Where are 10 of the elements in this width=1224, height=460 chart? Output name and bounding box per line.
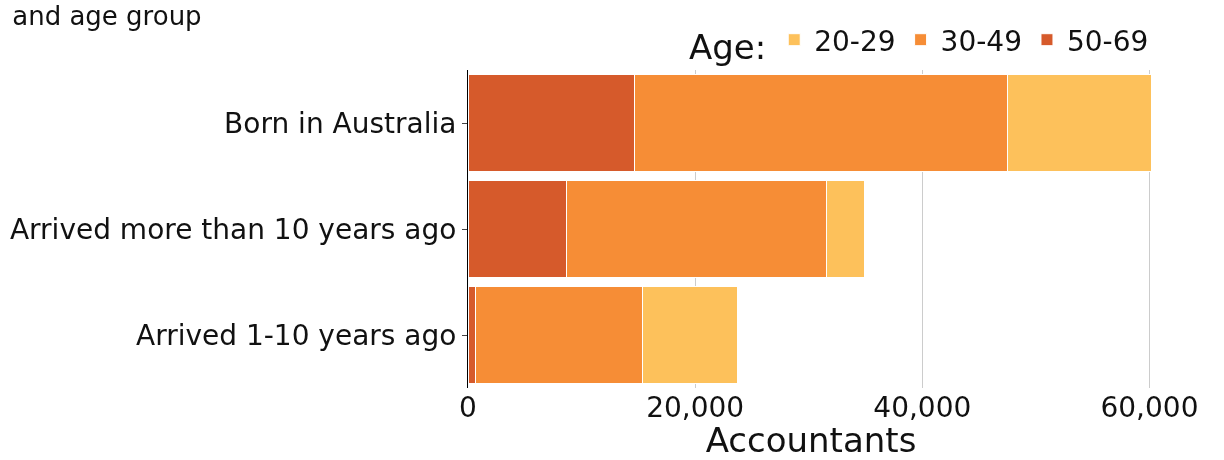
x-tick-label: 60,000 bbox=[1100, 391, 1199, 424]
legend-label: 20-29 bbox=[814, 24, 896, 58]
y-tick-label: Born in Australia bbox=[224, 106, 457, 140]
x-tick-label: 0 bbox=[459, 391, 477, 424]
legend-label: 50-69 bbox=[1066, 24, 1149, 58]
y-tick-label: Arrived more than 10 years ago bbox=[9, 212, 457, 246]
text: and age group bbox=[12, 1, 202, 32]
y-tick-label: Arrived 1-10 years ago bbox=[135, 318, 457, 352]
legend-title: Age: bbox=[689, 27, 767, 68]
legend-label: 30-49 bbox=[940, 24, 1022, 58]
